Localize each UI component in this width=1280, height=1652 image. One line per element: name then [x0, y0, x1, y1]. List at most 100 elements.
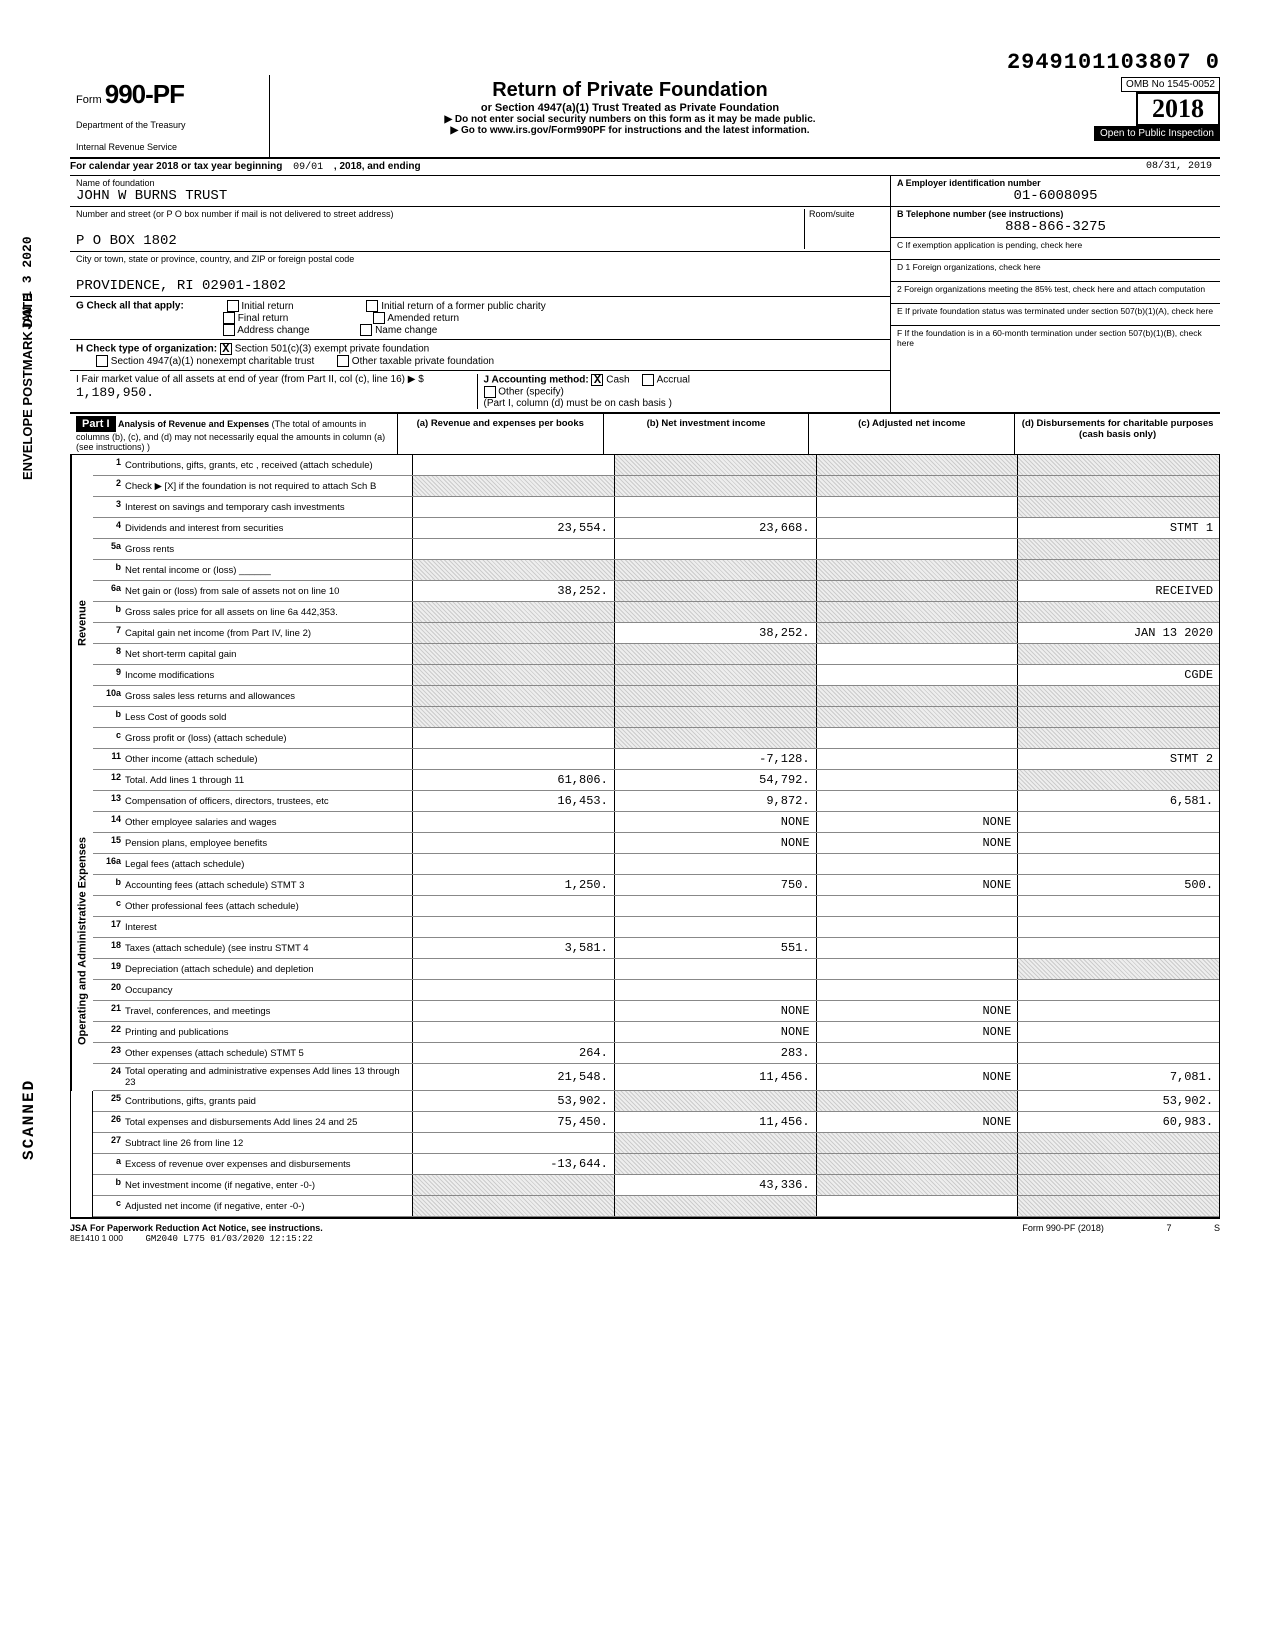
h3-label: Other taxable private foundation: [352, 356, 494, 367]
line-cell: [413, 497, 615, 517]
line-label: Travel, conferences, and meetings: [125, 1001, 413, 1021]
line-cell: [817, 644, 1019, 664]
line-cell: [413, 644, 615, 664]
line-cell: [1018, 896, 1219, 916]
line-cell: [615, 602, 817, 622]
line-row: bAccounting fees (attach schedule) STMT …: [93, 875, 1219, 896]
line-number: 15: [93, 833, 125, 853]
side-envelope-label: ENVELOPE POSTMARK DATE: [20, 293, 35, 480]
cal-prefix: For calendar year 2018 or tax year begin…: [70, 161, 282, 172]
h2-label: Section 4947(a)(1) nonexempt charitable …: [111, 356, 314, 367]
line-number: 11: [93, 749, 125, 769]
line-cell: [817, 1091, 1019, 1111]
line-cell: 11,456.: [615, 1112, 817, 1132]
fmv-value: 1,189,950.: [76, 385, 154, 400]
part1-header-row: Part I Analysis of Revenue and Expenses …: [70, 413, 1220, 455]
tax-year: 2018: [1136, 92, 1220, 126]
g-former: Initial return of a former public charit…: [381, 301, 546, 312]
line-cell: NONE: [615, 812, 817, 832]
f-label: F If the foundation is in a 60-month ter…: [891, 326, 1220, 350]
line-number: 19: [93, 959, 125, 979]
line-cell: [1018, 833, 1219, 853]
line-cell: [1018, 497, 1219, 517]
line-row: 11Other income (attach schedule)-7,128.S…: [93, 749, 1219, 770]
line-label: Legal fees (attach schedule): [125, 854, 413, 874]
line-number: 6a: [93, 581, 125, 601]
line-cell: [413, 1022, 615, 1042]
line-cell: [615, 1091, 817, 1111]
line-cell: 283.: [615, 1043, 817, 1063]
line-cell: [1018, 812, 1219, 832]
line-row: 5aGross rents: [93, 539, 1219, 560]
room-label: Room/suite: [809, 209, 884, 219]
line-number: a: [93, 1154, 125, 1174]
line-number: 17: [93, 917, 125, 937]
revenue-section: Revenue 1Contributions, gifts, grants, e…: [70, 455, 1220, 791]
line-cell: -13,644.: [413, 1154, 615, 1174]
line-cell: [615, 1196, 817, 1216]
h1-label: Section 501(c)(3) exempt private foundat…: [235, 344, 430, 355]
h1-checkbox[interactable]: X: [220, 343, 232, 355]
line-cell: 264.: [413, 1043, 615, 1063]
line-cell: [1018, 686, 1219, 706]
line-cell: [413, 1001, 615, 1021]
line-row: 12Total. Add lines 1 through 1161,806.54…: [93, 770, 1219, 791]
line-number: b: [93, 707, 125, 727]
instr-url: ▶ Go to www.irs.gov/Form990PF for instru…: [278, 125, 982, 136]
line-cell: 11,456.: [615, 1064, 817, 1090]
line-cell: 43,336.: [615, 1175, 817, 1195]
line-cell: NONE: [817, 1064, 1019, 1090]
line-cell: STMT 1: [1018, 518, 1219, 538]
line-cell: 21,548.: [413, 1064, 615, 1090]
line-row: 25Contributions, gifts, grants paid53,90…: [93, 1091, 1219, 1112]
line-number: 1: [93, 455, 125, 475]
line-cell: [817, 728, 1019, 748]
line-cell: 750.: [615, 875, 817, 895]
line-number: c: [93, 1196, 125, 1216]
line-row: 9Income modificationsCGDE: [93, 665, 1219, 686]
footer-row: JSA For Paperwork Reduction Act Notice, …: [70, 1219, 1220, 1244]
line-row: 17Interest: [93, 917, 1219, 938]
line-cell: [615, 476, 817, 496]
line-label: Total. Add lines 1 through 11: [125, 770, 413, 790]
line-number: 25: [93, 1091, 125, 1111]
line-cell: [817, 623, 1019, 643]
line-row: 16aLegal fees (attach schedule): [93, 854, 1219, 875]
paperwork-notice: For Paperwork Reduction Act Notice, see …: [90, 1223, 323, 1233]
line-number: 18: [93, 938, 125, 958]
foundation-name: JOHN W BURNS TRUST: [76, 188, 884, 204]
line-cell: [413, 623, 615, 643]
line-cell: [1018, 1043, 1219, 1063]
line-cell: 6,581.: [1018, 791, 1219, 811]
line-cell: [413, 455, 615, 475]
e-label: E If private foundation status was termi…: [891, 304, 1220, 326]
expenses-section: Operating and Administrative Expenses 13…: [70, 791, 1220, 1091]
line-cell: NONE: [817, 833, 1019, 853]
line-cell: 551.: [615, 938, 817, 958]
line-cell: [413, 1133, 615, 1153]
line-cell: [817, 896, 1019, 916]
footer-page: 7: [1166, 1223, 1171, 1233]
line-label: Adjusted net income (if negative, enter …: [125, 1196, 413, 1216]
line-cell: 16,453.: [413, 791, 615, 811]
g-addr: Address change: [237, 325, 309, 336]
line-cell: [1018, 728, 1219, 748]
line-label: Capital gain net income (from Part IV, l…: [125, 623, 413, 643]
j-cash-checkbox[interactable]: X: [591, 374, 603, 386]
line-cell: 3,581.: [413, 938, 615, 958]
line-row: 19Depreciation (attach schedule) and dep…: [93, 959, 1219, 980]
line-number: 4: [93, 518, 125, 538]
g-initial: Initial return: [241, 301, 293, 312]
line-cell: 38,252.: [615, 623, 817, 643]
j-other-label: Other (specify): [498, 387, 564, 398]
line-cell: [817, 665, 1019, 685]
line-cell: [817, 1043, 1019, 1063]
line-label: Gross sales less returns and allowances: [125, 686, 413, 706]
line-row: 24Total operating and administrative exp…: [93, 1064, 1219, 1091]
line-cell: 53,902.: [413, 1091, 615, 1111]
line-label: Other professional fees (attach schedule…: [125, 896, 413, 916]
line-cell: [615, 980, 817, 1000]
addr-label: Number and street (or P O box number if …: [76, 209, 804, 219]
line-label: Net short-term capital gain: [125, 644, 413, 664]
line-row: 3Interest on savings and temporary cash …: [93, 497, 1219, 518]
